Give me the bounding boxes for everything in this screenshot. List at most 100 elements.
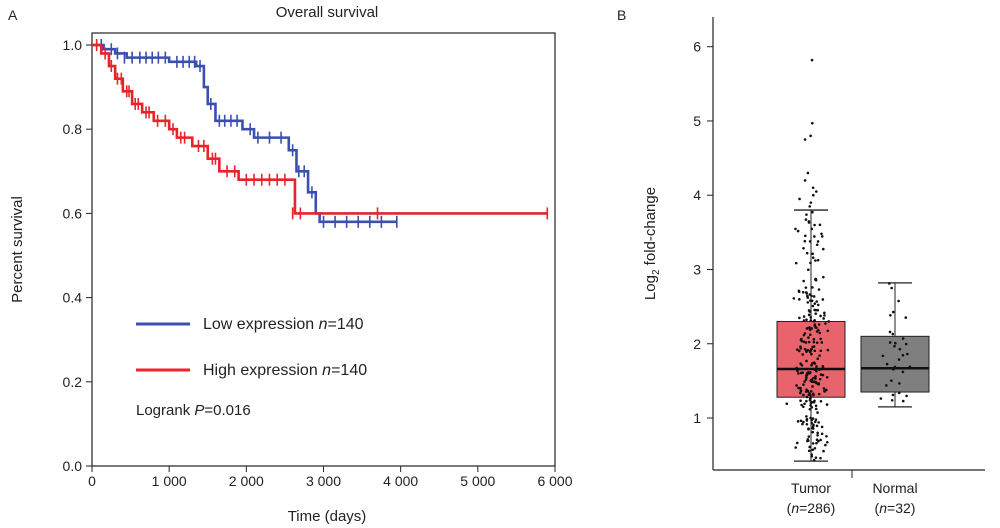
data-point-normal xyxy=(894,341,897,345)
data-point-tumor xyxy=(814,367,818,371)
data-point-tumor xyxy=(816,240,820,243)
data-point-tumor xyxy=(810,421,814,425)
data-point-tumor xyxy=(794,261,798,265)
outlier-point-tumor xyxy=(815,190,818,193)
y-tick-label: 1 xyxy=(693,410,701,426)
data-point-tumor xyxy=(806,296,810,299)
data-point-tumor xyxy=(809,416,812,420)
data-point-tumor xyxy=(812,423,815,427)
data-point-tumor xyxy=(809,371,812,374)
data-point-tumor xyxy=(803,239,807,243)
data-point-tumor xyxy=(816,357,820,361)
data-point-normal xyxy=(890,286,893,290)
data-point-tumor xyxy=(819,337,822,341)
data-point-normal xyxy=(901,370,905,374)
data-point-tumor xyxy=(813,446,817,450)
x-tick-label: 0 xyxy=(88,473,96,489)
data-point-normal xyxy=(879,397,883,400)
x-tick-label: 3 000 xyxy=(306,473,341,489)
y-tick-label: 5 xyxy=(693,113,701,129)
data-point-tumor xyxy=(814,407,818,411)
data-point-tumor xyxy=(816,433,819,437)
data-point-tumor xyxy=(810,455,813,458)
data-point-tumor xyxy=(805,350,808,354)
data-point-tumor xyxy=(807,435,811,438)
data-point-tumor xyxy=(800,403,803,407)
data-point-tumor xyxy=(821,247,825,251)
data-point-tumor xyxy=(811,304,815,308)
data-point-tumor xyxy=(817,439,820,443)
data-point-tumor xyxy=(808,350,812,354)
data-point-normal xyxy=(898,382,901,385)
data-point-tumor xyxy=(809,393,812,397)
data-point-tumor xyxy=(813,324,817,328)
data-point-tumor xyxy=(814,404,818,408)
outlier-point-tumor xyxy=(798,197,801,201)
data-point-tumor xyxy=(805,318,808,322)
data-point-tumor xyxy=(805,373,809,376)
data-point-tumor xyxy=(818,377,822,381)
data-point-normal xyxy=(901,399,905,403)
data-point-tumor xyxy=(816,431,819,435)
data-point-tumor xyxy=(810,380,814,384)
data-point-normal xyxy=(885,384,888,387)
data-point-normal xyxy=(891,310,895,314)
data-point-normal xyxy=(906,352,909,356)
data-point-tumor xyxy=(811,442,815,445)
data-point-tumor xyxy=(811,427,815,430)
y-tick-label: 0.8 xyxy=(63,121,83,137)
data-point-tumor xyxy=(823,311,826,315)
x-tick-label: 2 000 xyxy=(229,473,264,489)
data-point-tumor xyxy=(814,456,818,459)
data-point-tumor xyxy=(811,210,814,214)
data-point-tumor xyxy=(795,348,799,351)
data-point-tumor xyxy=(795,366,798,370)
data-point-tumor xyxy=(815,341,819,344)
data-point-tumor xyxy=(822,317,825,320)
data-point-tumor xyxy=(826,329,830,333)
data-point-tumor xyxy=(819,438,822,442)
data-point-tumor xyxy=(801,290,805,294)
data-point-tumor xyxy=(820,425,824,429)
data-point-tumor xyxy=(812,340,816,344)
data-point-tumor xyxy=(794,227,797,231)
data-point-tumor xyxy=(808,445,811,449)
data-point-tumor xyxy=(797,386,800,390)
data-point-tumor xyxy=(811,417,815,420)
data-point-tumor xyxy=(819,349,823,353)
data-point-tumor xyxy=(805,395,809,399)
x-tick-label: 4 000 xyxy=(383,473,418,489)
data-point-tumor xyxy=(822,387,826,390)
data-point-tumor xyxy=(806,327,809,330)
data-point-normal xyxy=(889,313,892,317)
data-point-normal xyxy=(891,368,895,371)
y-tick-label: 6 xyxy=(693,39,701,55)
outlier-point-tumor xyxy=(809,201,813,204)
data-point-tumor xyxy=(802,333,806,337)
data-point-normal xyxy=(898,347,902,351)
data-point-tumor xyxy=(802,315,806,318)
data-point-tumor xyxy=(807,221,811,224)
data-point-tumor xyxy=(794,446,797,449)
data-point-tumor xyxy=(816,258,820,262)
data-point-tumor xyxy=(805,213,808,216)
data-point-tumor xyxy=(824,443,827,447)
x-tick-label: 5 000 xyxy=(460,473,495,489)
data-point-tumor xyxy=(822,449,825,453)
boxplot-boxes xyxy=(776,58,930,462)
panel-label-a: A xyxy=(8,7,18,23)
data-point-tumor xyxy=(799,386,802,390)
data-point-tumor xyxy=(808,397,812,400)
data-point-tumor xyxy=(810,363,813,367)
data-point-tumor xyxy=(825,440,829,444)
data-point-tumor xyxy=(820,432,824,436)
panel-label-b: B xyxy=(617,7,626,23)
legend-label-high: High expression n=140 xyxy=(203,362,367,379)
data-point-tumor xyxy=(807,336,810,339)
data-point-tumor xyxy=(811,430,815,434)
data-point-tumor xyxy=(805,419,809,422)
data-point-normal xyxy=(888,341,892,344)
data-point-tumor xyxy=(815,441,818,445)
data-point-tumor xyxy=(815,365,818,368)
